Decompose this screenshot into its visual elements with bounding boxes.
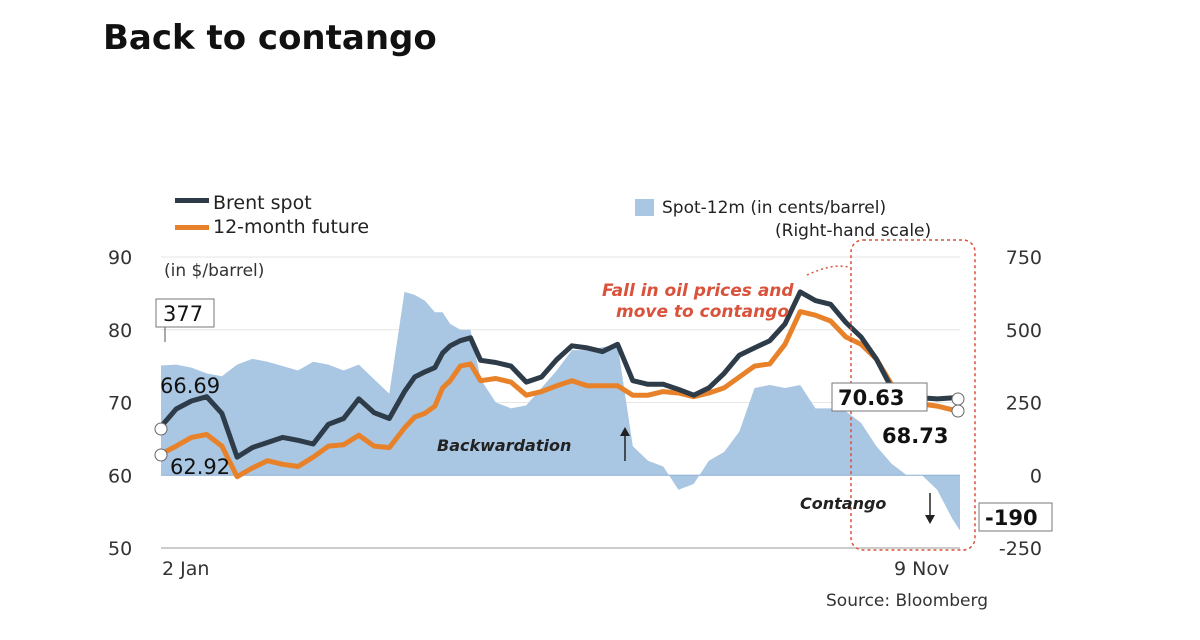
legend-swatch-brent — [175, 198, 209, 203]
legend-label-spread: Spot-12m (in cents/barrel) — [662, 198, 886, 218]
y-right-tick-label: 750 — [1006, 247, 1042, 269]
y-left-tick-label: 80 — [108, 320, 132, 342]
series-line-brent-spot — [159, 289, 960, 460]
annotation-backwardation: Backwardation — [437, 436, 571, 455]
brent-start-marker — [154, 422, 168, 436]
left-axis-unit: (in $/barrel) — [164, 261, 264, 281]
x-tick-label-end: 9 Nov — [894, 558, 949, 580]
callout-brent-end: 70.63 — [838, 386, 904, 410]
callout-future-end: 68.73 — [882, 424, 948, 448]
series-line-12-month-future — [159, 309, 961, 480]
callout-spread-start: 377 — [163, 302, 203, 326]
y-left-tick-label: 60 — [108, 465, 132, 487]
y-left-tick-label: 70 — [108, 393, 132, 415]
y-left-tick-label: 50 — [108, 538, 132, 560]
callout-spread-end-box — [978, 502, 1053, 532]
y-right-tick-label: -250 — [999, 538, 1042, 560]
y-right-tick-label: 250 — [1006, 393, 1042, 415]
annotation-fall-line2: move to contango — [616, 302, 789, 322]
y-right-tick-label: 500 — [1006, 320, 1042, 342]
legend-label-brent: Brent spot — [213, 192, 312, 214]
y-right-tick-label: 0 — [1030, 465, 1042, 487]
y-left-tick-label: 90 — [108, 247, 132, 269]
annotation-contango: Contango — [800, 494, 886, 513]
annotation-fall-line1: Fall in oil prices and — [602, 281, 794, 301]
source-note: Source: Bloomberg — [826, 591, 988, 611]
callout-spread-start-box — [155, 298, 215, 328]
chart-title: Back to contango — [103, 18, 437, 58]
legend-label-spread-note: (Right-hand scale) — [775, 221, 931, 241]
backwardation-arrowhead — [620, 427, 630, 436]
future-start-marker — [154, 448, 168, 462]
plot-area: 90 80 70 60 50 750 500 250 0 -250 — [108, 247, 1042, 560]
callout-future-start: 62.92 — [170, 455, 230, 479]
future-end-marker — [951, 404, 965, 418]
brent-end-marker — [951, 392, 965, 406]
callout-brent-end-box — [831, 382, 928, 412]
legend: Brent spot 12-month future Spot-12m (in … — [175, 192, 931, 241]
legend-swatch-spread — [635, 199, 654, 216]
legend-label-future: 12-month future — [213, 216, 369, 238]
x-tick-label-start: 2 Jan — [162, 558, 209, 580]
legend-swatch-future — [175, 225, 209, 230]
series-area-spot-12m — [161, 291, 960, 531]
highlight-connector — [806, 265, 852, 276]
contango-arrowhead — [925, 515, 935, 524]
callout-spread-end: -190 — [985, 506, 1038, 530]
callout-brent-start: 66.69 — [160, 374, 220, 398]
